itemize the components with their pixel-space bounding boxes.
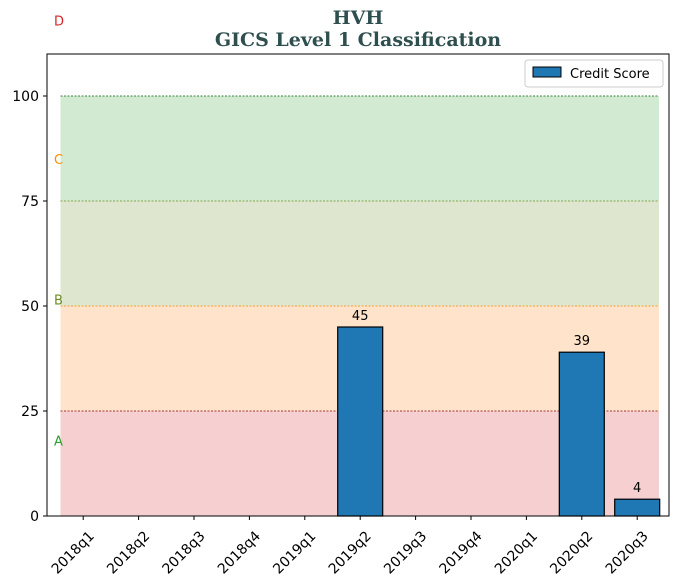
band-label-b: B	[54, 294, 63, 309]
bar-2019q2	[337, 326, 384, 517]
y-tick-label: 0	[30, 509, 39, 525]
x-tick-label: 2019q3	[381, 528, 430, 577]
band-d	[60, 96, 659, 201]
x-tick-label: 2019q4	[437, 528, 486, 577]
data-label-2020q2: 39	[574, 334, 591, 349]
band-label-d: D	[54, 14, 64, 29]
y-tick-label: 25	[21, 404, 39, 420]
x-tick-label: 2018q3	[160, 528, 209, 577]
y-tick-label: 75	[21, 194, 39, 210]
data-label-2020q3: 4	[633, 481, 641, 496]
x-tick-label: 2018q4	[215, 528, 264, 577]
bar-2020q2	[558, 351, 605, 517]
y-tick-label: 50	[21, 299, 39, 315]
chart-subtitle: GICS Level 1 Classification	[215, 29, 501, 51]
data-label-2019q2: 45	[352, 309, 369, 324]
band-label-c: C	[54, 153, 63, 168]
legend-label: Credit Score	[570, 67, 650, 82]
x-tick-label: 2018q2	[104, 528, 153, 577]
x-tick-label: 2019q2	[326, 528, 375, 577]
legend-swatch	[532, 66, 562, 78]
legend: Credit Score	[524, 59, 664, 88]
bars: 45 39 4	[337, 309, 661, 517]
bar-2020q3	[614, 498, 661, 517]
y-tick-label: 100	[12, 89, 39, 105]
chart-title: HVH	[333, 7, 384, 29]
x-tick-label: 2019q1	[270, 528, 319, 577]
plot-frame	[46, 53, 670, 517]
x-tick-label: 2018q1	[49, 528, 98, 577]
band-c	[60, 201, 659, 306]
band-label-a: A	[54, 434, 63, 449]
x-tick-label: 2020q1	[492, 528, 541, 577]
x-tick-label: 2020q2	[547, 528, 596, 577]
x-tick-label: 2020q3	[603, 528, 652, 577]
